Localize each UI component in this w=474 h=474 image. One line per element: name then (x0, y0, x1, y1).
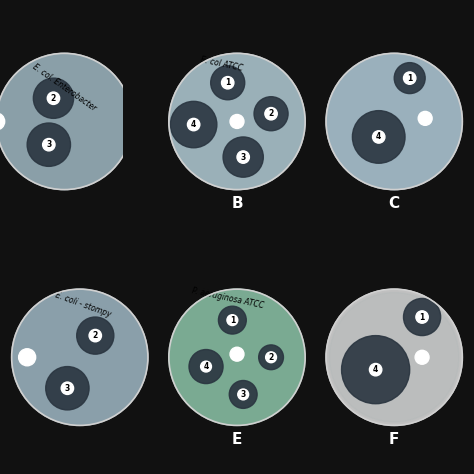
Circle shape (418, 111, 432, 125)
Circle shape (0, 113, 5, 130)
Circle shape (326, 289, 462, 425)
Circle shape (227, 315, 238, 326)
Circle shape (169, 54, 305, 190)
Text: 1: 1 (419, 312, 425, 321)
Circle shape (219, 306, 246, 334)
Circle shape (27, 123, 71, 166)
Text: 2: 2 (51, 94, 56, 103)
Text: 2: 2 (268, 353, 273, 362)
Circle shape (352, 110, 405, 163)
Text: 1: 1 (407, 73, 412, 82)
Circle shape (342, 336, 410, 404)
Circle shape (265, 352, 276, 363)
Circle shape (230, 115, 244, 128)
Circle shape (89, 329, 101, 342)
Text: 2: 2 (268, 109, 273, 118)
Text: E. coli - stompy: E. coli - stompy (54, 291, 112, 319)
Circle shape (77, 317, 114, 354)
Text: 4: 4 (373, 365, 378, 374)
Text: 3: 3 (65, 384, 70, 393)
Circle shape (201, 361, 211, 372)
Circle shape (18, 349, 36, 366)
Circle shape (369, 364, 382, 376)
Text: 3: 3 (46, 140, 52, 149)
Circle shape (187, 118, 200, 131)
Text: P. aeruginosa ATCC: P. aeruginosa ATCC (191, 286, 264, 310)
Circle shape (189, 349, 223, 383)
Circle shape (33, 78, 73, 118)
Circle shape (46, 366, 89, 410)
Circle shape (254, 97, 288, 131)
Circle shape (415, 350, 429, 364)
Circle shape (210, 66, 245, 100)
Circle shape (326, 54, 462, 190)
Circle shape (329, 292, 459, 422)
Text: 3: 3 (241, 153, 246, 162)
Circle shape (265, 108, 277, 120)
Text: 3: 3 (241, 390, 246, 399)
Circle shape (223, 137, 264, 177)
Text: E. col. Enterobacter: E. col. Enterobacter (31, 62, 98, 113)
Text: E. col ATCC: E. col ATCC (200, 55, 244, 73)
Circle shape (259, 345, 283, 370)
Circle shape (237, 151, 249, 163)
Circle shape (373, 131, 385, 143)
Text: 4: 4 (376, 132, 382, 141)
Circle shape (47, 92, 60, 104)
Circle shape (416, 311, 428, 323)
Circle shape (230, 347, 244, 361)
Text: C: C (389, 196, 400, 211)
Circle shape (394, 63, 425, 93)
Circle shape (12, 289, 148, 425)
Text: 4: 4 (203, 362, 209, 371)
Circle shape (61, 382, 73, 394)
Circle shape (0, 54, 132, 190)
Circle shape (171, 101, 217, 148)
Text: 1: 1 (225, 78, 230, 87)
Text: 2: 2 (92, 331, 98, 340)
Circle shape (221, 77, 234, 89)
Circle shape (403, 72, 416, 84)
Circle shape (238, 389, 248, 400)
Circle shape (229, 381, 257, 409)
Text: 1: 1 (230, 316, 235, 325)
Text: E: E (232, 432, 242, 447)
Text: 4: 4 (191, 120, 196, 129)
Circle shape (169, 289, 305, 425)
Text: B: B (231, 196, 243, 211)
Circle shape (403, 299, 441, 336)
Text: F: F (389, 432, 400, 447)
Circle shape (43, 138, 55, 151)
